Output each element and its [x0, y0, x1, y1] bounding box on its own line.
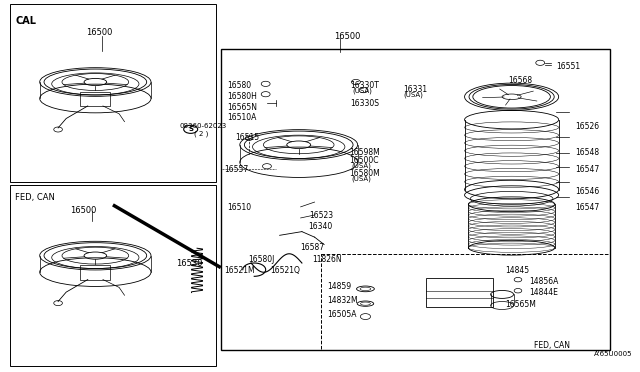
Bar	[10, 185, 216, 366]
Text: 14844E: 14844E	[529, 288, 558, 297]
Text: 16526: 16526	[575, 122, 599, 131]
Text: (USA): (USA)	[352, 87, 372, 94]
Text: 16521M: 16521M	[225, 266, 255, 275]
Text: 16510: 16510	[227, 203, 251, 212]
Text: 16598M: 16598M	[349, 148, 380, 157]
Text: 16340: 16340	[308, 222, 333, 231]
Text: 16515: 16515	[235, 133, 259, 142]
Text: 16557: 16557	[225, 165, 248, 174]
Text: A'65U0005: A'65U0005	[594, 351, 632, 357]
Text: 16565M: 16565M	[505, 300, 536, 309]
Text: 16580M: 16580M	[349, 169, 380, 178]
Text: 16330T: 16330T	[350, 81, 379, 90]
Text: 14845: 14845	[505, 266, 529, 275]
Text: 16565N: 16565N	[227, 103, 257, 112]
Text: 16500: 16500	[86, 28, 112, 38]
Text: 16521Q: 16521Q	[270, 266, 300, 275]
Text: 16546: 16546	[575, 187, 600, 196]
Bar	[426, 278, 493, 307]
Text: 16547: 16547	[575, 203, 600, 212]
Text: (USA): (USA)	[404, 91, 424, 98]
Text: 16568: 16568	[508, 77, 532, 86]
Text: 16587: 16587	[301, 243, 324, 252]
Text: 16551: 16551	[556, 62, 580, 71]
Bar	[10, 4, 216, 182]
Text: 16500: 16500	[333, 32, 360, 41]
Bar	[221, 49, 610, 350]
Text: 16330S: 16330S	[350, 99, 379, 108]
Text: FED, CAN: FED, CAN	[15, 193, 54, 202]
Text: 16580H: 16580H	[227, 92, 257, 101]
Text: 16523: 16523	[310, 211, 333, 219]
Text: ( 2 ): ( 2 )	[194, 130, 208, 137]
Text: 16331: 16331	[404, 85, 428, 94]
Text: 16580: 16580	[227, 81, 251, 90]
Text: (USA): (USA)	[351, 162, 371, 169]
Text: 16510A: 16510A	[227, 113, 256, 122]
Text: CAL: CAL	[16, 16, 37, 26]
Text: 16580J: 16580J	[248, 255, 275, 264]
Text: 16530: 16530	[176, 259, 203, 268]
Text: FED, CAN: FED, CAN	[534, 341, 570, 350]
Bar	[80, 266, 111, 280]
Text: 16500: 16500	[70, 206, 97, 215]
Text: 14856A: 14856A	[529, 277, 559, 286]
Bar	[321, 254, 610, 350]
Text: 14832M: 14832M	[327, 296, 358, 305]
Text: 08360-62023: 08360-62023	[180, 124, 227, 129]
Text: 16505A: 16505A	[327, 310, 357, 319]
Text: 16547: 16547	[575, 165, 600, 174]
Text: 14859: 14859	[327, 282, 351, 291]
Bar	[80, 92, 111, 106]
Text: 11826N: 11826N	[313, 255, 342, 264]
Text: S: S	[188, 126, 193, 132]
Text: (USA): (USA)	[351, 175, 371, 182]
Text: 16548: 16548	[575, 148, 599, 157]
Text: 16500C: 16500C	[349, 156, 379, 165]
